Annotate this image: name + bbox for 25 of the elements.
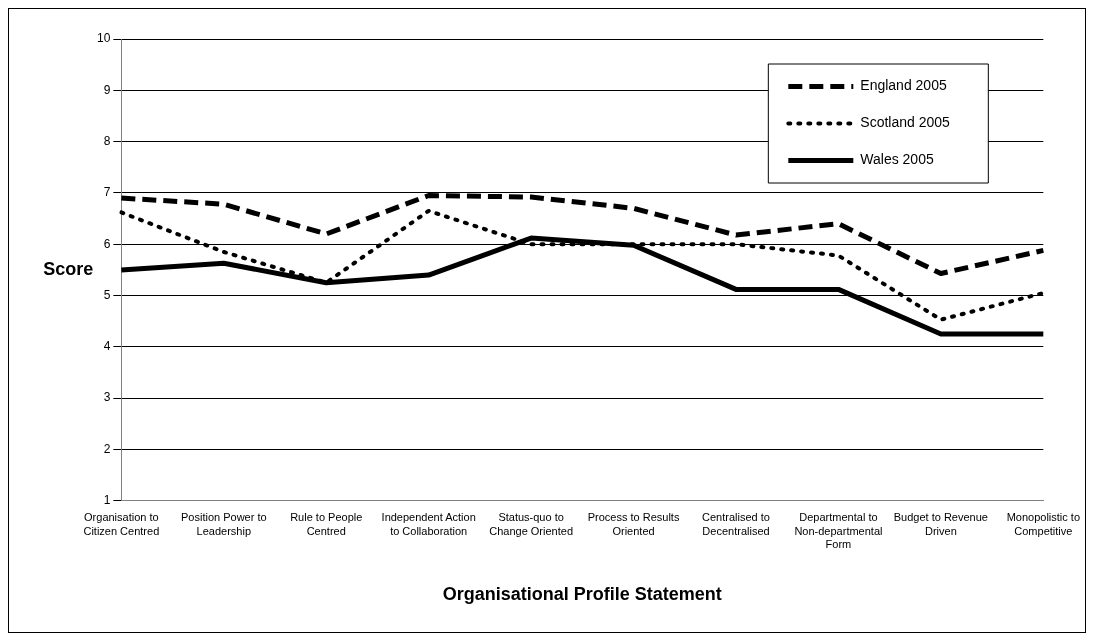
x-tick-label: Status-quo to Change Oriented <box>489 511 573 537</box>
y-tick-label: 6 <box>103 236 111 251</box>
legend-label: England 2005 <box>860 77 947 94</box>
x-tick-label: Position Power to Leadership <box>180 511 267 537</box>
x-tick-label: Organisation to Citizen Centred <box>83 511 160 537</box>
y-tick-label: 1 <box>103 493 111 508</box>
x-tick-label: Rule to People Centred <box>290 511 363 537</box>
x-tick-label: Monopolistic to Competitive <box>1006 511 1080 537</box>
x-tick-label: Independent Action to Collaboration <box>381 511 476 537</box>
legend-label: Scotland 2005 <box>860 114 951 131</box>
y-tick-label: 8 <box>103 133 111 148</box>
x-tick-label: Process to Results Oriented <box>587 511 680 537</box>
y-axis-title: Score <box>43 258 94 279</box>
x-tick-label: Departmental to Non-departmental Form <box>794 511 883 550</box>
x-tick-label: Centralised to Decentralised <box>702 511 770 537</box>
y-tick-label: 7 <box>103 185 111 200</box>
x-tick-label: Budget to Revenue Driven <box>893 511 988 537</box>
y-tick-label: 4 <box>103 339 111 354</box>
y-tick-label: 2 <box>103 441 111 456</box>
legend-label: Wales 2005 <box>860 151 934 168</box>
y-tick-label: 9 <box>103 82 111 97</box>
y-tick-label: 10 <box>96 31 111 46</box>
y-tick-label: 5 <box>103 287 111 302</box>
x-axis-title: Organisational Profile Statement <box>442 584 722 605</box>
y-tick-label: 3 <box>103 390 111 405</box>
